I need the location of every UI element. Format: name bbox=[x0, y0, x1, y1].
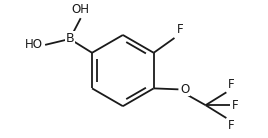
Text: F: F bbox=[228, 78, 235, 91]
Text: F: F bbox=[228, 119, 235, 132]
Text: OH: OH bbox=[72, 3, 90, 16]
Text: F: F bbox=[177, 23, 184, 36]
Text: O: O bbox=[180, 83, 190, 96]
Text: F: F bbox=[232, 99, 239, 112]
Text: B: B bbox=[65, 32, 74, 45]
Text: HO: HO bbox=[25, 38, 43, 51]
